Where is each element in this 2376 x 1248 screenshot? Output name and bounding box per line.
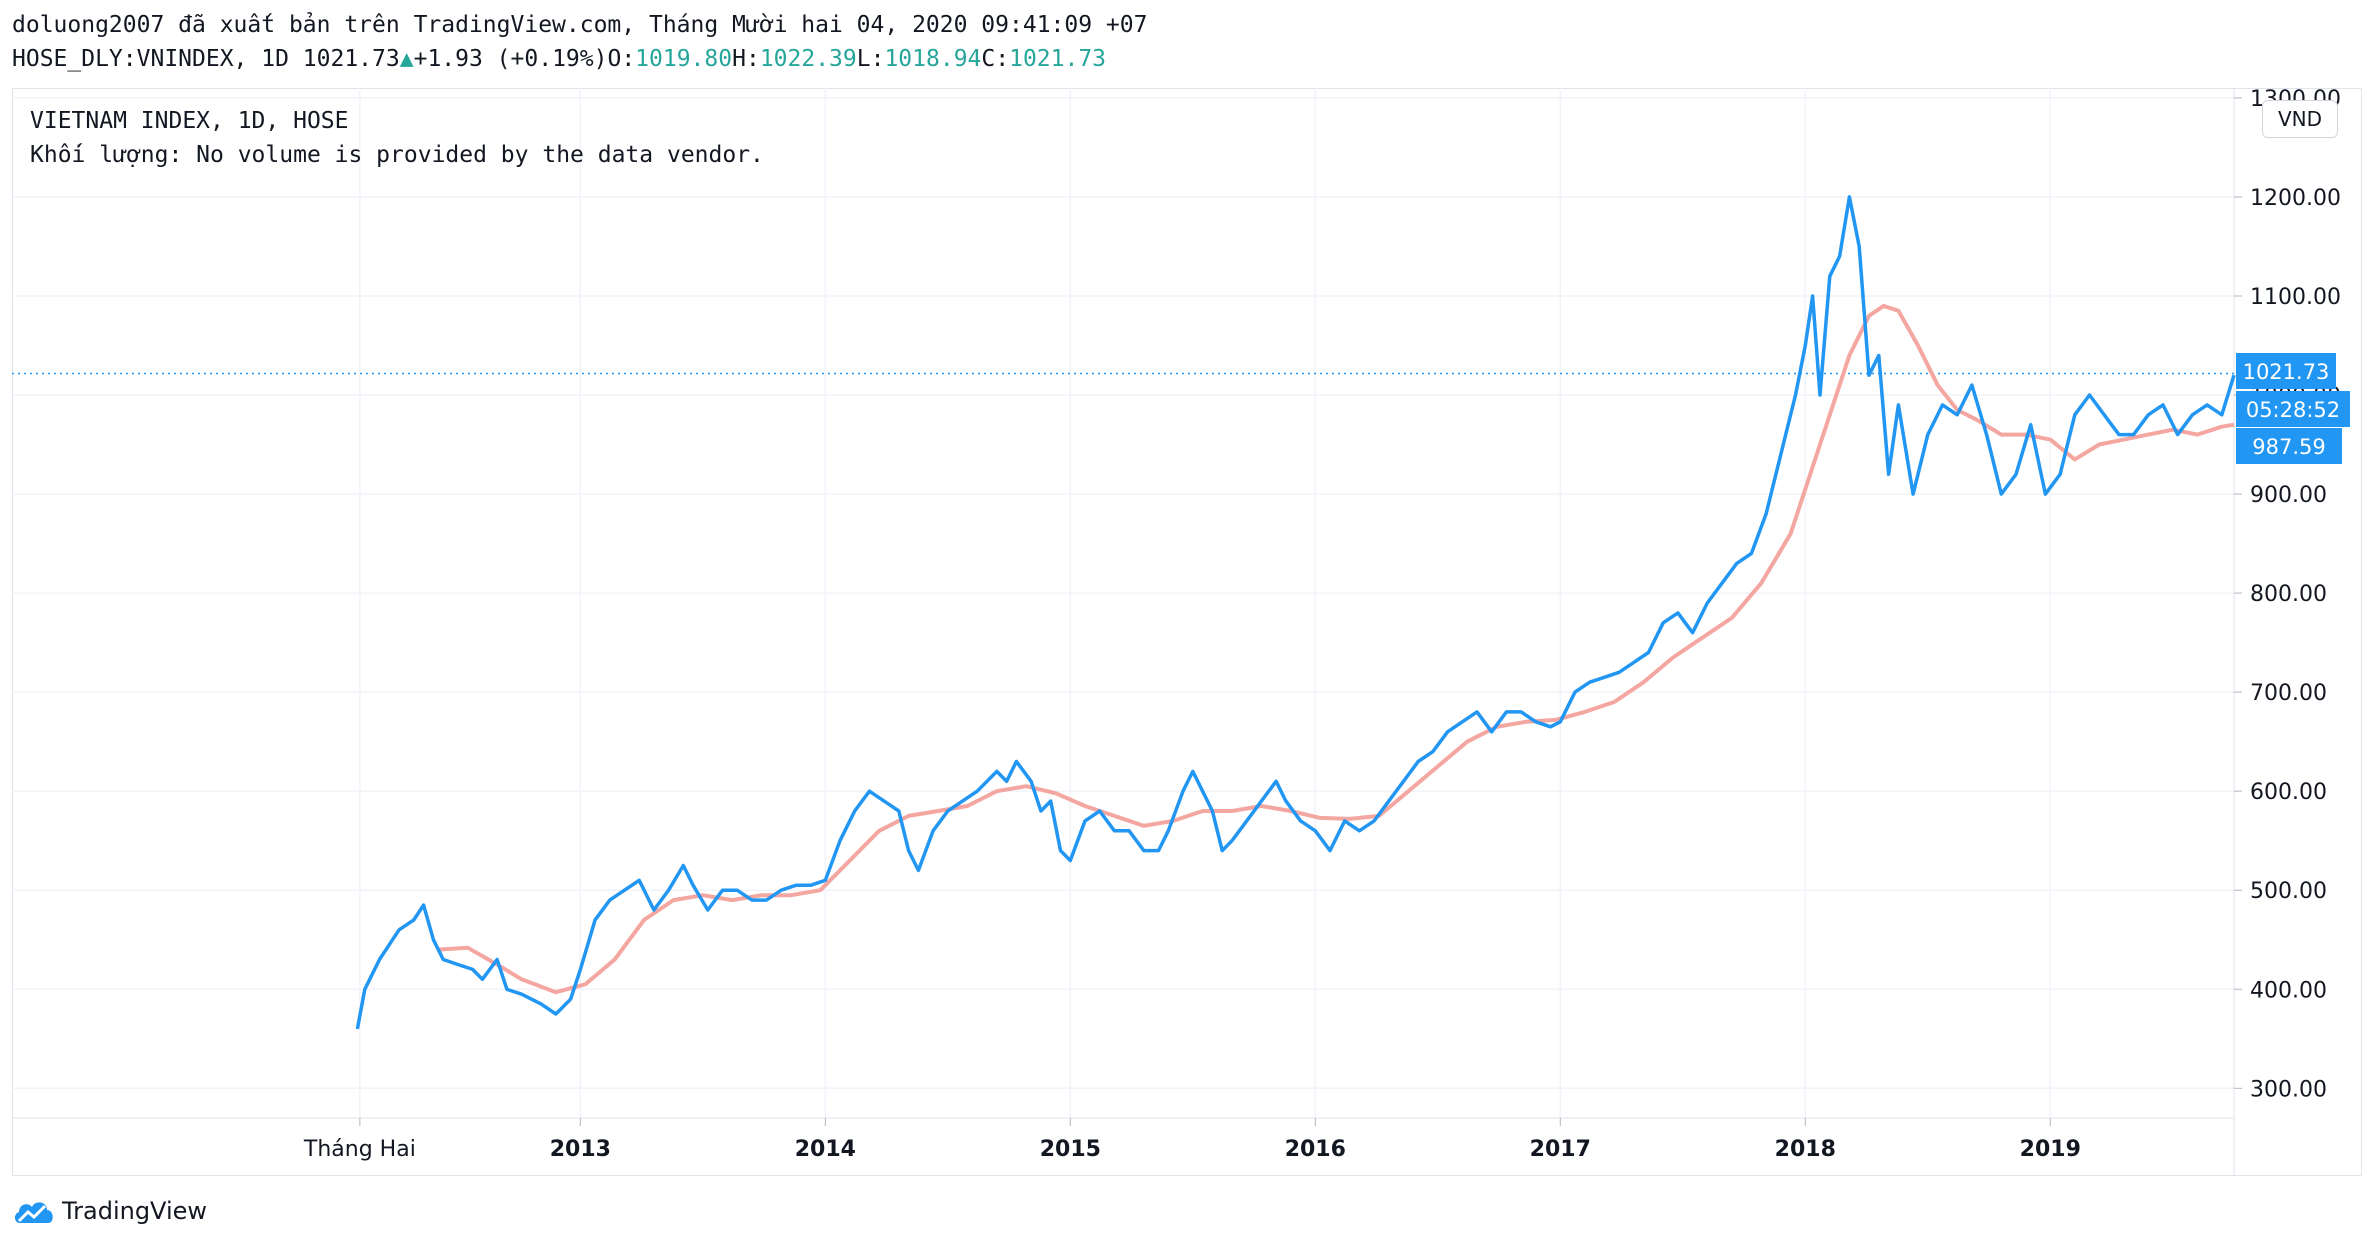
high-label: H: [732, 46, 760, 72]
legend-volume-note: Khối lượng: No volume is provided by the… [30, 142, 764, 168]
chart-frame [12, 88, 2362, 1176]
last-price-tag-bg [2236, 353, 2336, 389]
price-axis[interactable]: 300.00 400.00 500.00 600.00 700.00 800.00 900.… [2234, 87, 2341, 1102]
x-tick-label: Tháng Hai [303, 1137, 416, 1162]
countdown-tag: 05:28:52 [2246, 398, 2340, 422]
low-value: 1018.94 [884, 46, 982, 72]
y-tick-label: 800.00 [2250, 582, 2327, 607]
close-label: C: [981, 46, 1010, 72]
price-tags: 1021.73 05:28:52 987.59 [2236, 353, 2350, 464]
y-tick-label: 1200.00 [2250, 186, 2341, 211]
time-axis[interactable]: Tháng Hai 2013 2014 2015 2016 2017 2018 2019 [303, 1118, 2081, 1162]
tradingview-logo[interactable]: TradingView [12, 1196, 207, 1226]
countdown-tag-bg [2236, 391, 2350, 427]
x-tick-label: 2015 [1040, 1137, 1101, 1162]
moving-average-line [438, 303, 2235, 995]
cloud-logo-icon [14, 1202, 53, 1223]
x-tick-label: 2017 [1530, 1137, 1591, 1162]
up-arrow-icon: ▲ [399, 46, 414, 72]
open-label: O: [607, 46, 636, 72]
y-tick-label: 400.00 [2250, 978, 2327, 1003]
change-value: +1.93 (+0.19%) [413, 46, 608, 72]
ma-value-tag-bg [2236, 428, 2342, 464]
currency-button[interactable]: VND [2262, 100, 2338, 138]
symbol-label[interactable]: HOSE_DLY:VNINDEX, 1D 1021.73 [12, 46, 400, 72]
open-value: 1019.80 [635, 46, 733, 72]
brand-name: TradingView [62, 1197, 208, 1225]
ma-value-tag: 987.59 [2252, 435, 2325, 459]
y-tick-label: 1100.00 [2250, 285, 2341, 310]
y-tick-label: 600.00 [2250, 780, 2327, 805]
x-tick-label: 2016 [1285, 1137, 1346, 1162]
y-tick-label: 500.00 [2250, 879, 2327, 904]
x-tick-label: 2014 [795, 1137, 856, 1162]
low-label: L: [856, 46, 885, 72]
price-line [355, 195, 2236, 1030]
y-tick-label: 300.00 [2250, 1077, 2327, 1102]
symbol-ohlc-line: HOSE_DLY:VNINDEX, 1D 1021.73▲+1.93 (+0.1… [12, 46, 1106, 72]
close-value: 1021.73 [1009, 46, 1107, 72]
x-tick-label: 2019 [2020, 1137, 2081, 1162]
y-tick-label: 900.00 [2250, 483, 2327, 508]
high-value: 1022.39 [759, 46, 857, 72]
publisher-line: doluong2007 đã xuất bản trên TradingView… [12, 12, 1148, 38]
x-tick-label: 2013 [550, 1137, 611, 1162]
y-tick-label: 700.00 [2250, 681, 2327, 706]
legend-title: VIETNAM INDEX, 1D, HOSE [30, 108, 349, 134]
last-price-tag: 1021.73 [2243, 360, 2330, 384]
grid [12, 88, 2234, 1118]
x-tick-label: 2018 [1775, 1137, 1836, 1162]
